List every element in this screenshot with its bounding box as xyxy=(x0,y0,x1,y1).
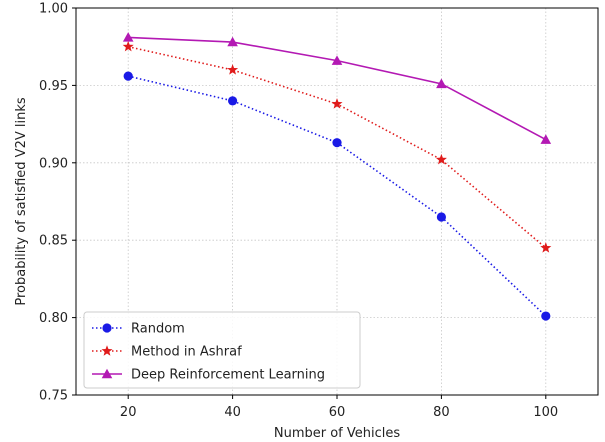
series-line xyxy=(128,75,547,317)
x-tick-label: 60 xyxy=(329,405,346,420)
x-tick-label: 100 xyxy=(533,405,558,420)
data-point xyxy=(122,32,134,42)
data-point xyxy=(331,98,343,109)
axis-ticks: 20 40 60 80 100 0.75 0.80 0.85 0.90 0.95 1.00 xyxy=(39,2,558,421)
legend-label: Deep Reinforcement Learning xyxy=(131,368,325,383)
y-axis-label: Probability of satisfied V2V links xyxy=(14,97,29,305)
y-tick-label: 0.75 xyxy=(39,389,68,404)
x-tick-label: 40 xyxy=(224,405,241,420)
data-point xyxy=(436,212,446,222)
plot-series xyxy=(122,32,552,321)
data-point xyxy=(435,153,447,165)
data-point xyxy=(228,96,238,106)
data-point xyxy=(227,36,238,47)
series-line xyxy=(128,45,547,249)
y-tick-label: 0.85 xyxy=(39,234,68,249)
data-point xyxy=(332,138,342,148)
x-tick-label: 20 xyxy=(120,405,137,420)
data-point xyxy=(436,78,447,89)
data-point xyxy=(541,311,551,321)
legend-marker xyxy=(101,368,113,379)
legend-box xyxy=(83,311,361,389)
data-point xyxy=(540,242,552,253)
y-tick-label: 0.90 xyxy=(39,156,68,171)
data-point xyxy=(122,40,134,52)
y-tick-label: 0.80 xyxy=(39,311,68,326)
series-method-in-ashraf xyxy=(122,40,552,253)
x-tick-label: 80 xyxy=(433,405,450,420)
x-axis-label: Number of Vehicles xyxy=(274,426,401,441)
legend-marker xyxy=(102,323,112,333)
legend: Random Method in Ashraf Deep Reinforcement… xyxy=(83,311,361,389)
series-deep-reinforcement-learning xyxy=(122,32,552,144)
data-point xyxy=(227,64,239,75)
data-point xyxy=(540,134,552,144)
data-point xyxy=(123,71,133,81)
legend-marker xyxy=(101,345,113,356)
data-point xyxy=(331,55,343,65)
y-tick-label: 1.00 xyxy=(39,2,68,17)
y-tick-label: 0.95 xyxy=(39,79,68,94)
legend-label: Method in Ashraf xyxy=(131,345,242,360)
legend-label: Random xyxy=(131,322,185,337)
series-random xyxy=(123,71,551,321)
